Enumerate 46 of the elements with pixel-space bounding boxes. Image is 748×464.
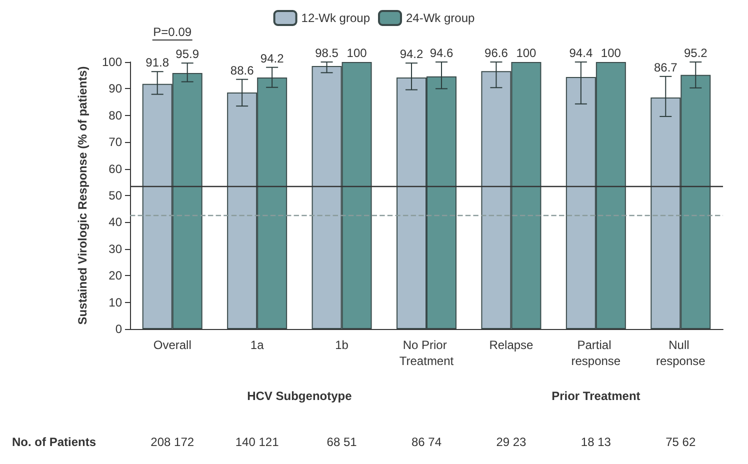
data-label: 95.9 xyxy=(176,47,200,62)
y-tick-label: 30 xyxy=(108,242,122,256)
text: 75 62 xyxy=(666,435,696,449)
x-tick-label: Relapse xyxy=(489,338,534,352)
data-label: 98.5 xyxy=(315,46,339,60)
data-label: 91.8 xyxy=(146,56,170,70)
text: 208 172 xyxy=(150,435,194,449)
data-label: 95.2 xyxy=(684,46,708,60)
data-label: 100 xyxy=(346,46,368,60)
y-tick-label: 20 xyxy=(108,268,122,283)
x-tick-label: Null response xyxy=(656,338,706,368)
x-tick-label: 1b xyxy=(335,338,349,352)
x-tick-label: 1a xyxy=(250,338,264,352)
y-tick-label: 80 xyxy=(108,108,122,122)
x-tick-label: No Prior Treatment xyxy=(399,338,454,368)
data-label: 96.6 xyxy=(484,46,508,60)
text: Prior Treatment xyxy=(552,389,640,403)
data-label: 94.2 xyxy=(400,47,424,62)
data-label: 94.6 xyxy=(430,46,454,60)
data-label: 88.6 xyxy=(230,63,254,78)
legend-label: 24-Wk group xyxy=(406,11,476,25)
text: 140 121 xyxy=(235,435,280,449)
y-tick-label: 70 xyxy=(108,135,122,150)
x-tick-label: Overall xyxy=(153,338,192,352)
text: 29 23 xyxy=(496,435,527,449)
y-tick-label: 40 xyxy=(108,215,122,230)
data-label: 100 xyxy=(600,46,622,60)
text: 86 74 xyxy=(411,435,442,449)
y-tick-label: 0 xyxy=(115,322,122,336)
y-tick-label: 60 xyxy=(108,162,122,176)
x-tick-label: Partial response xyxy=(571,338,621,368)
y-tick-label: 50 xyxy=(108,188,122,202)
y-tick-label: 90 xyxy=(108,82,122,96)
y-tick-label: 100 xyxy=(102,55,122,69)
legend-label: 12-Wk group xyxy=(301,11,370,25)
y-axis-title: Sustained Virologic Response (% of patients) xyxy=(76,66,90,325)
text: 18 13 xyxy=(580,435,612,449)
text: HCV Subgenotype xyxy=(247,389,352,403)
data-label: 100 xyxy=(516,46,537,60)
data-label: 94.2 xyxy=(260,51,284,66)
text: No. of Patients xyxy=(12,435,96,449)
text: 68 51 xyxy=(326,435,358,449)
data-label: 94.4 xyxy=(569,46,593,60)
text: P=0.09 xyxy=(153,25,192,39)
y-tick-label: 10 xyxy=(108,295,122,310)
data-label: 86.7 xyxy=(654,60,678,74)
